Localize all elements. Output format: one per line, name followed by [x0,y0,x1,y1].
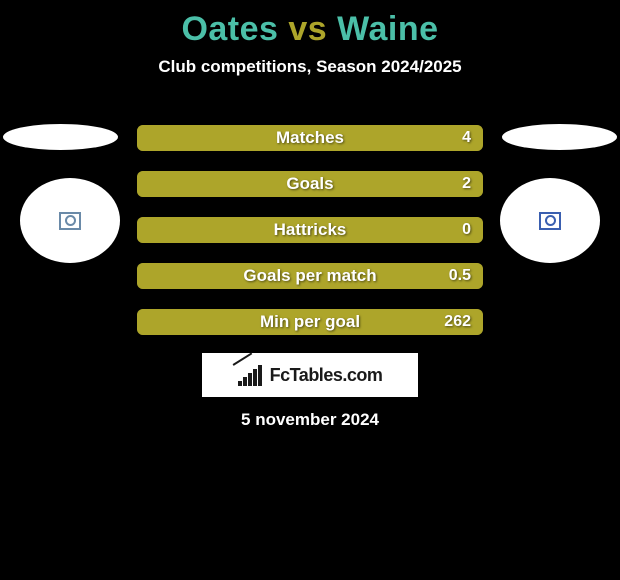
left-player-avatar [20,178,120,263]
fctables-logo: FcTables.com [202,353,418,397]
right-player-avatar [500,178,600,263]
stat-bar-label: Matches [137,125,483,151]
stat-bar: Matches4 [137,125,483,151]
subtitle: Club competitions, Season 2024/2025 [0,57,620,77]
stats-bars: Matches4Goals2Hattricks0Goals per match0… [137,125,483,355]
stat-bar-label: Goals per match [137,263,483,289]
stat-bar-value: 0 [462,217,471,243]
stat-bar: Min per goal262 [137,309,483,335]
logo-text: FcTables.com [270,365,383,386]
logo-chart-icon [238,364,264,386]
title-player1: Oates [181,10,278,48]
stat-bar-value: 4 [462,125,471,151]
stat-bar-label: Hattricks [137,217,483,243]
page-title: Oates vs Waine [0,0,620,49]
stat-bar-value: 262 [444,309,471,335]
date-text: 5 november 2024 [0,410,620,430]
title-vs: vs [288,10,327,48]
stat-bar: Hattricks0 [137,217,483,243]
title-player2: Waine [337,10,438,48]
stat-bar-label: Goals [137,171,483,197]
stat-bar-value: 0.5 [449,263,471,289]
stat-bar: Goals per match0.5 [137,263,483,289]
stat-bar-label: Min per goal [137,309,483,335]
photo-placeholder-icon [539,212,561,230]
stat-bar-value: 2 [462,171,471,197]
left-name-ellipse [3,124,118,150]
stat-bar: Goals2 [137,171,483,197]
photo-placeholder-icon [59,212,81,230]
right-name-ellipse [502,124,617,150]
